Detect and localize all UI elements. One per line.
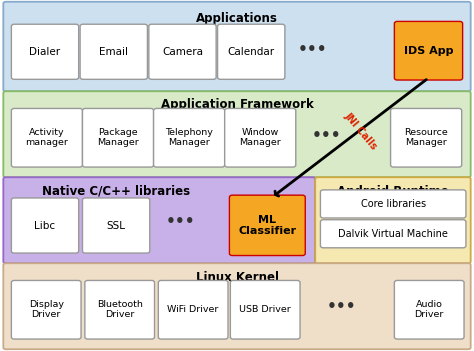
FancyBboxPatch shape — [3, 177, 315, 263]
FancyBboxPatch shape — [158, 280, 228, 339]
Text: Application Framework: Application Framework — [161, 98, 313, 111]
Text: IDS App: IDS App — [404, 46, 453, 56]
FancyBboxPatch shape — [82, 108, 154, 167]
FancyBboxPatch shape — [229, 195, 305, 256]
Text: •••: ••• — [327, 299, 356, 313]
FancyBboxPatch shape — [154, 108, 225, 167]
FancyBboxPatch shape — [11, 108, 82, 167]
Text: Package
Manager: Package Manager — [97, 128, 139, 147]
Text: Bluetooth
Driver: Bluetooth Driver — [97, 300, 143, 319]
FancyBboxPatch shape — [394, 21, 463, 80]
Text: Camera: Camera — [162, 47, 203, 57]
Text: Calendar: Calendar — [228, 47, 275, 57]
FancyBboxPatch shape — [230, 280, 300, 339]
Text: Email: Email — [99, 47, 128, 57]
Text: ML
Classifier: ML Classifier — [238, 214, 296, 236]
Text: Android Runtime: Android Runtime — [337, 185, 449, 198]
Text: Applications: Applications — [196, 12, 278, 25]
FancyBboxPatch shape — [225, 108, 296, 167]
FancyBboxPatch shape — [315, 177, 471, 263]
Text: JNI Calls: JNI Calls — [343, 110, 380, 151]
Text: Window
Manager: Window Manager — [239, 128, 281, 147]
FancyBboxPatch shape — [320, 190, 466, 218]
FancyBboxPatch shape — [149, 24, 216, 79]
Text: Core libraries: Core libraries — [361, 199, 426, 209]
Text: •••: ••• — [312, 128, 342, 143]
FancyBboxPatch shape — [218, 24, 285, 79]
Text: Activity
manager: Activity manager — [26, 128, 68, 147]
Text: Dalvik Virtual Machine: Dalvik Virtual Machine — [338, 229, 448, 239]
Text: Libc: Libc — [35, 220, 55, 231]
Text: Telephony
Manager: Telephony Manager — [165, 128, 213, 147]
FancyBboxPatch shape — [3, 2, 471, 91]
Text: Display
Driver: Display Driver — [29, 300, 64, 319]
Text: Linux Kernel: Linux Kernel — [195, 271, 279, 284]
FancyBboxPatch shape — [82, 198, 150, 253]
FancyBboxPatch shape — [3, 91, 471, 177]
Text: WiFi Driver: WiFi Driver — [167, 305, 219, 314]
Text: USB Driver: USB Driver — [239, 305, 291, 314]
FancyBboxPatch shape — [11, 280, 81, 339]
FancyBboxPatch shape — [11, 24, 79, 79]
FancyBboxPatch shape — [3, 263, 471, 349]
FancyBboxPatch shape — [391, 108, 462, 167]
Text: Audio
Driver: Audio Driver — [415, 300, 444, 319]
FancyBboxPatch shape — [80, 24, 147, 79]
Text: •••: ••• — [298, 42, 328, 57]
Text: Dialer: Dialer — [29, 47, 61, 57]
FancyBboxPatch shape — [85, 280, 155, 339]
Text: •••: ••• — [165, 214, 195, 229]
Text: Resource
Manager: Resource Manager — [404, 128, 448, 147]
Text: Native C/C++ libraries: Native C/C++ libraries — [42, 185, 190, 198]
FancyBboxPatch shape — [320, 220, 466, 248]
Text: SSL: SSL — [107, 220, 126, 231]
FancyBboxPatch shape — [11, 198, 79, 253]
FancyBboxPatch shape — [394, 280, 464, 339]
